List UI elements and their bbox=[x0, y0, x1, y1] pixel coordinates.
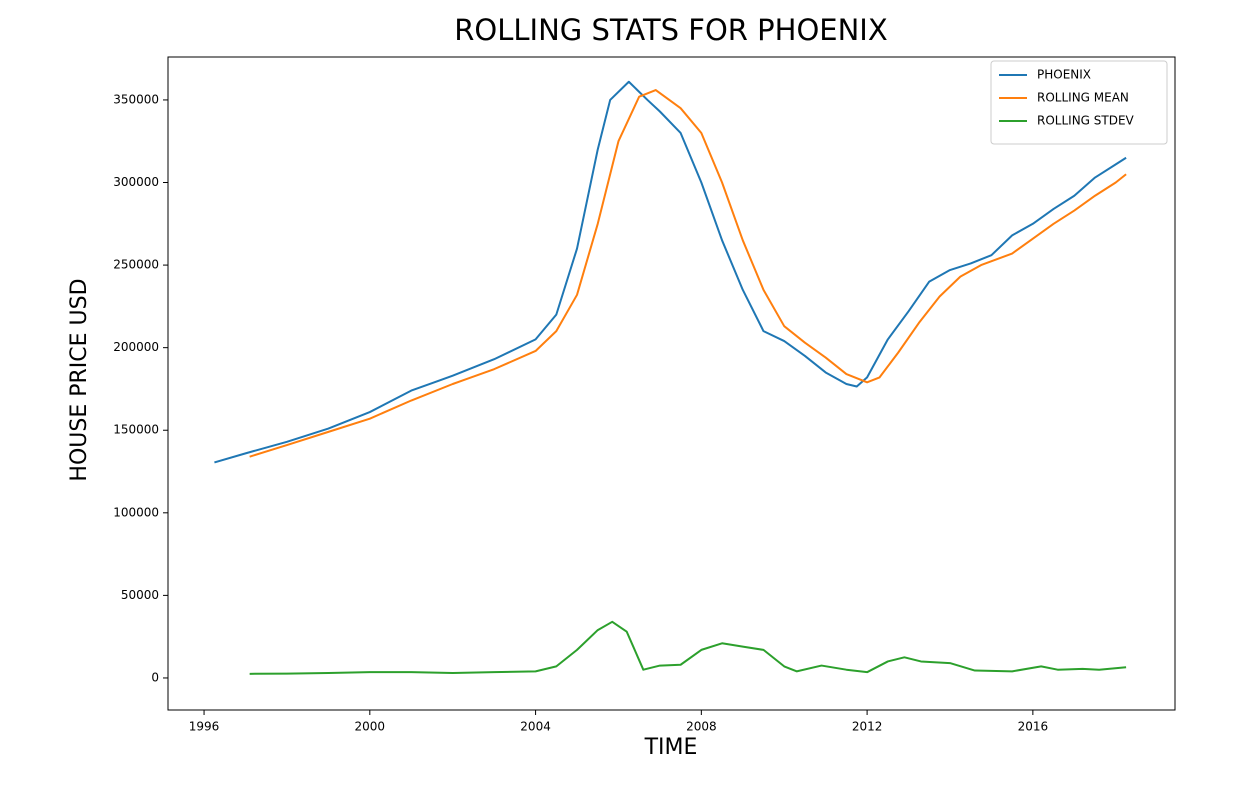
y-tick-label: 350000 bbox=[113, 92, 159, 106]
data-line bbox=[249, 89, 1127, 458]
legend-label: PHOENIX bbox=[1037, 68, 1091, 82]
legend-box bbox=[990, 60, 1168, 145]
y-tick-label: 50000 bbox=[121, 588, 159, 602]
y-tick-label: 0 bbox=[151, 670, 159, 684]
y-tick-label: 200000 bbox=[113, 340, 159, 354]
x-tick-label: 2000 bbox=[355, 720, 386, 734]
data-line bbox=[214, 80, 1127, 464]
x-tick-label: 1996 bbox=[189, 720, 220, 734]
x-tick-label: 2012 bbox=[852, 720, 883, 734]
y-tick-label: 100000 bbox=[113, 505, 159, 519]
x-tick-label: 2016 bbox=[1018, 720, 1049, 734]
x-tick-label: 2008 bbox=[686, 720, 717, 734]
legend-label: ROLLING MEAN bbox=[1037, 91, 1129, 105]
legend-label: ROLLING STDEV bbox=[1037, 114, 1135, 128]
y-tick-label: 250000 bbox=[113, 258, 159, 272]
chart-title: ROLLING STATS FOR PHOENIX bbox=[454, 13, 887, 47]
y-tick-label: 300000 bbox=[113, 175, 159, 189]
y-tick-label: 150000 bbox=[113, 423, 159, 437]
x-axis-label: TIME bbox=[644, 735, 698, 760]
y-axis-label: HOUSE PRICE USD bbox=[67, 278, 92, 481]
plot-frame bbox=[167, 56, 1176, 711]
data-line bbox=[249, 620, 1127, 675]
x-tick-label: 2004 bbox=[520, 720, 551, 734]
